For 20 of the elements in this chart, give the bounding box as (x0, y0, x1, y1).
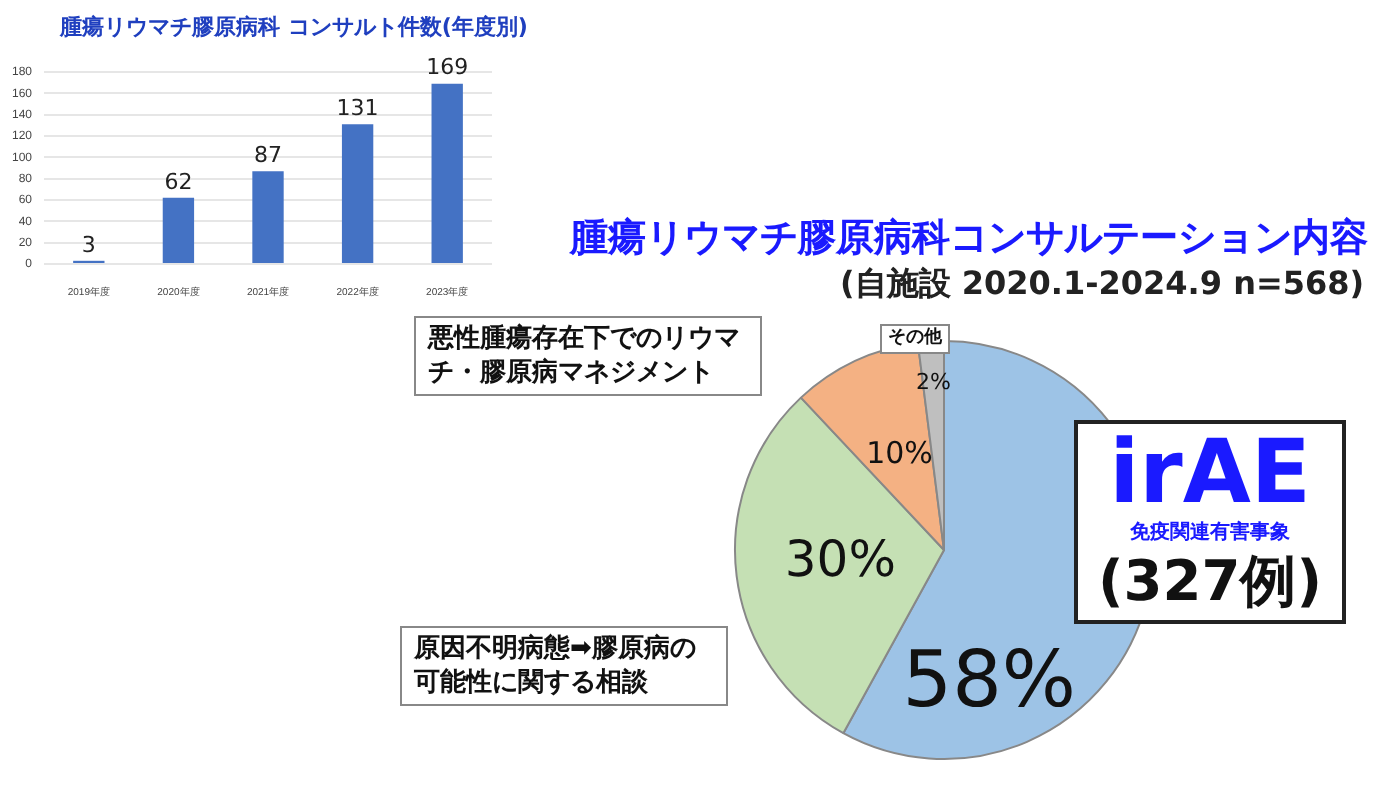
slice-label: 原因不明病態➡膠原病の可能性に関する相談 (400, 626, 728, 706)
data-label: 30% (784, 530, 896, 589)
data-label: 10% (866, 435, 933, 472)
chart-title: 腫瘍リウマチ膠原病科コンサルテーション内容 (570, 214, 1368, 264)
data-label: 58% (902, 636, 1076, 727)
data-label: 3 (81, 231, 96, 258)
data-label: 131 (336, 94, 379, 121)
data-label: 2% (916, 368, 951, 395)
bar (341, 124, 374, 263)
slice-label: 悪性腫瘍存在下でのリウマチ・膠原病マネジメント (414, 316, 762, 396)
bar (431, 83, 463, 263)
data-label: 169 (426, 54, 469, 81)
slice-label: その他 (880, 324, 950, 354)
bar (162, 197, 195, 263)
slice-label: irAE 免疫関連有害事象 (327例) (1098, 422, 1323, 616)
data-label: 87 (254, 141, 283, 168)
chart-subtitle: (自施設 2020.1-2024.9 n=568) (840, 264, 1365, 306)
chart-title: 腫瘍リウマチ膠原病科 コンサルト件数(年度別) (60, 12, 528, 42)
bar (252, 171, 284, 263)
data-label: 62 (164, 168, 193, 195)
